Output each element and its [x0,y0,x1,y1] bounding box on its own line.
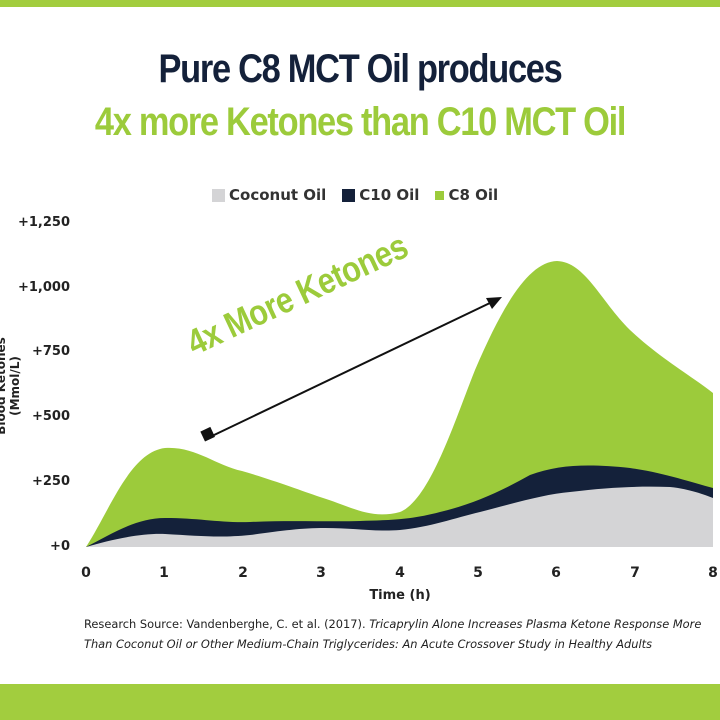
legend-label-coconut: Coconut Oil [229,186,327,204]
legend-swatch-c10 [342,188,356,202]
bottom-accent-bar [0,684,720,720]
series-area-coconut [86,486,713,547]
x-tick-0: 0 [81,565,91,581]
legend-item-c8: C8 Oil [435,186,498,204]
x-tick-4: 4 [395,565,405,581]
legend-swatch-coconut [212,188,225,202]
x-tick-6: 6 [551,565,561,581]
legend-item-coconut: Coconut Oil [212,186,326,204]
source-title: Tricaprylin Alone Increases Plasma Keton… [84,617,702,651]
y-tick-1000: +1,000 [17,280,70,295]
y-tick-1250: +1,250 [17,215,70,230]
x-tick-5: 5 [473,565,483,581]
legend-item-c10: C10 Oil [342,186,419,204]
page-title: Pure C8 MCT Oil produces [158,47,563,91]
x-tick-2: 2 [238,565,248,581]
x-tick-1: 1 [159,565,169,581]
chart-legend: Coconut Oil C10 Oil C8 Oil [212,186,514,204]
research-source-citation: Research Source: Vandenberghe, C. et al.… [84,614,720,654]
x-tick-3: 3 [316,565,326,581]
page-subtitle: 4x more Ketones than C10 MCT Oil [94,100,627,144]
legend-swatch-c8 [435,190,445,200]
x-tick-8: 8 [708,565,718,581]
source-prefix: Research Source: Vandenberghe, C. et al.… [84,617,366,631]
top-accent-bar [0,0,720,7]
legend-label-c8: C8 Oil [448,186,499,204]
x-axis-label: Time (h) [369,588,431,603]
y-tick-250: +250 [31,474,70,489]
y-tick-0: +0 [50,539,70,554]
legend-label-c10: C10 Oil [359,186,420,204]
y-tick-500: +500 [31,409,70,424]
double-arrow-icon [200,297,502,442]
x-tick-7: 7 [630,565,640,581]
y-tick-750: +750 [31,344,70,359]
